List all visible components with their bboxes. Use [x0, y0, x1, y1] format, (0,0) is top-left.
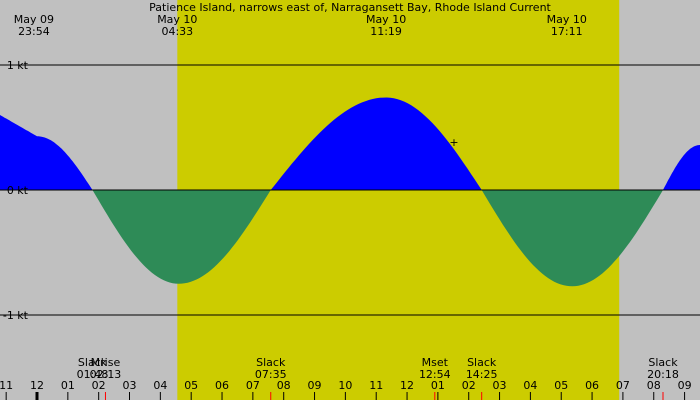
bottom-event-label: Slack: [467, 356, 497, 369]
hour-label: 02: [92, 379, 106, 392]
hour-label: 05: [184, 379, 198, 392]
hour-label: 08: [647, 379, 661, 392]
cursor-cross: +: [449, 136, 458, 149]
flood-area: [270, 97, 482, 190]
hour-label: 03: [123, 379, 137, 392]
hour-axis: 11 12 01 02 03 04 05 06 07 08 09 10 11 12 01 02 03 04 05 06…: [0, 379, 692, 400]
y-tick-label: 0 kt: [7, 184, 29, 197]
gridlines: 1 kt 0 kt -1 kt: [0, 59, 700, 322]
hour-label: 03: [493, 379, 507, 392]
bottom-event-time: 12:54: [419, 368, 451, 381]
hour-label: 07: [616, 379, 630, 392]
bottom-event-label: Slack: [78, 356, 108, 369]
top-event-date: May 10: [157, 13, 197, 26]
bottom-event-label: Mrise: [91, 356, 121, 369]
flood-area: [0, 115, 93, 190]
flood-area: [663, 145, 700, 190]
bottom-event-label: Mset: [422, 356, 449, 369]
top-event-date: May 09: [14, 13, 54, 26]
hour-label: 09: [308, 379, 322, 392]
bottom-event-labels: Slack01:48Mrise02:13Slack07:35Mset12:54S…: [77, 356, 679, 381]
top-event-time: 11:19: [370, 25, 402, 38]
top-event-time: 17:11: [551, 25, 583, 38]
hour-label: 07: [246, 379, 260, 392]
bottom-event-time: 07:35: [255, 368, 287, 381]
hour-label: 01: [431, 379, 445, 392]
bottom-event-time: 14:25: [466, 368, 498, 381]
bottom-event-label: Slack: [648, 356, 678, 369]
ebb-area: [92, 190, 271, 284]
current-areas: [0, 97, 700, 287]
hour-label: 12: [30, 379, 44, 392]
top-event-time: 23:54: [18, 25, 50, 38]
hour-label: 06: [585, 379, 599, 392]
hour-label: 09: [678, 379, 692, 392]
hour-label: 11: [369, 379, 383, 392]
top-event-time: 04:33: [161, 25, 193, 38]
bottom-event-time: 01:48: [77, 368, 109, 381]
ebb-area: [481, 190, 663, 287]
hour-label: 06: [215, 379, 229, 392]
bottom-event-time: 02:13: [90, 368, 122, 381]
hour-label: 11: [0, 379, 13, 392]
bottom-event-time: 20:18: [647, 368, 679, 381]
y-tick-label: -1 kt: [3, 309, 29, 322]
hour-label: 04: [153, 379, 167, 392]
bottom-event-label: Slack: [256, 356, 286, 369]
hour-label: 02: [462, 379, 476, 392]
hour-label: 01: [61, 379, 75, 392]
hour-label: 12: [400, 379, 414, 392]
top-event-date: May 10: [366, 13, 406, 26]
y-tick-label: 1 kt: [7, 59, 29, 72]
hour-label: 08: [277, 379, 291, 392]
hour-label: 10: [338, 379, 352, 392]
chart-title: Patience Island, narrows east of, Narrag…: [149, 1, 551, 14]
hour-label: 05: [554, 379, 568, 392]
hour-label: 04: [523, 379, 537, 392]
top-event-date: May 10: [547, 13, 587, 26]
